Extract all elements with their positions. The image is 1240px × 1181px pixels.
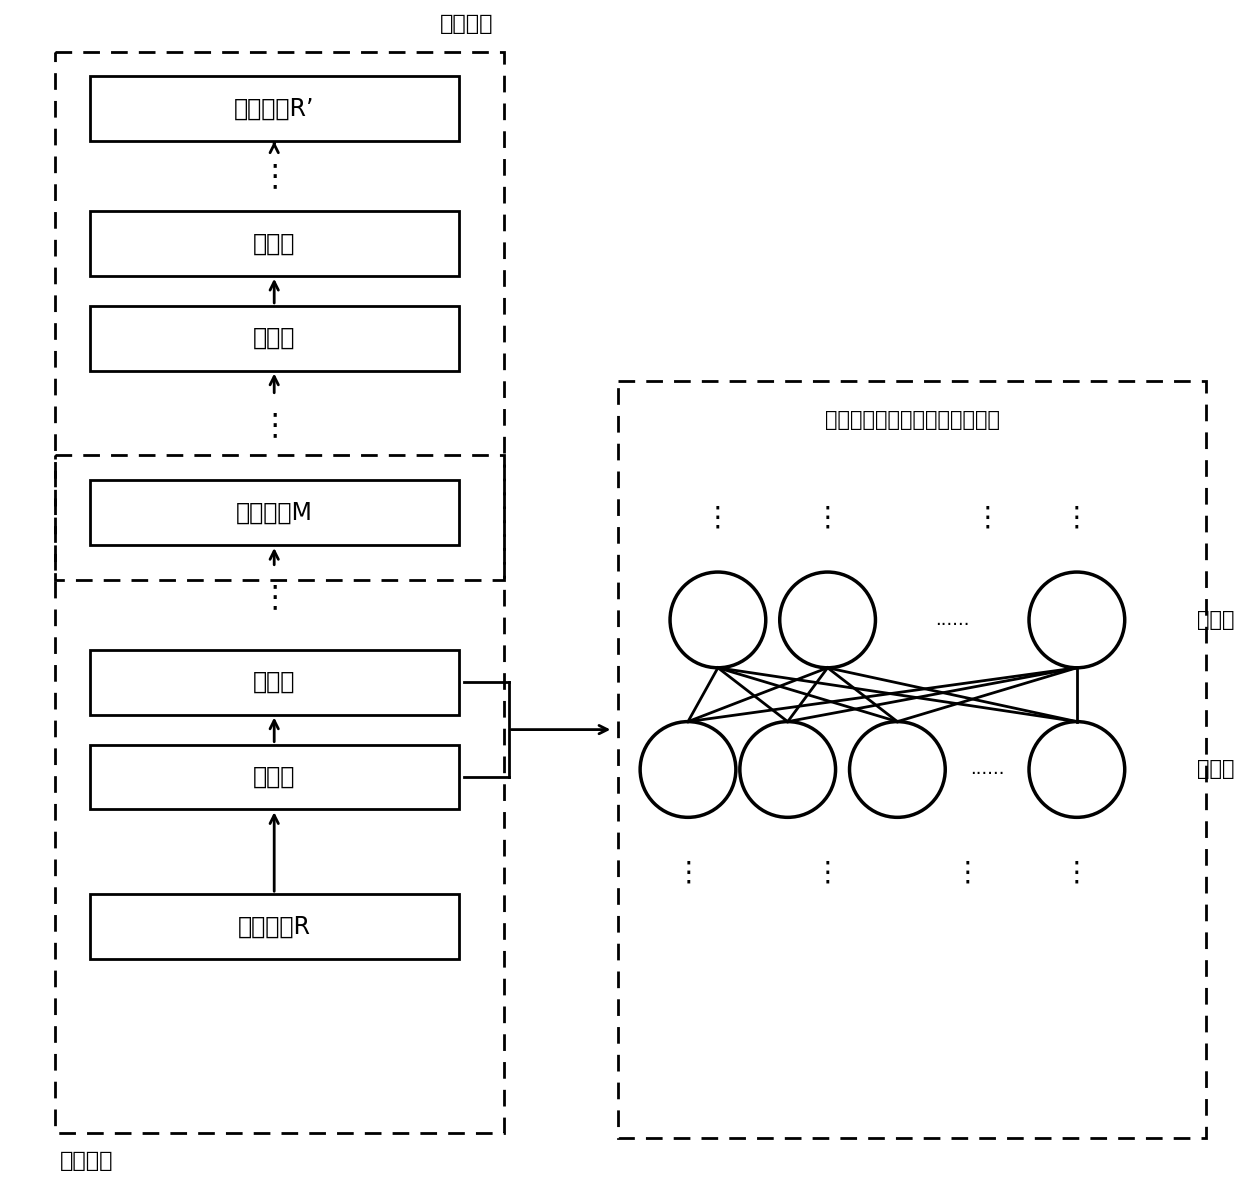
Text: 解码网络: 解码网络 bbox=[440, 14, 494, 33]
Text: 隐藏层: 隐藏层 bbox=[253, 765, 295, 789]
Text: ⋮: ⋮ bbox=[704, 503, 732, 531]
Text: ......: ...... bbox=[970, 761, 1004, 778]
Text: ⋮: ⋮ bbox=[954, 859, 981, 886]
Text: ⋮: ⋮ bbox=[1063, 859, 1091, 886]
Text: ⋮: ⋮ bbox=[973, 503, 1001, 531]
Text: ⋮: ⋮ bbox=[813, 859, 842, 886]
Text: ⋮: ⋮ bbox=[259, 583, 289, 612]
Text: 隐藏层: 隐藏层 bbox=[1197, 609, 1234, 629]
Text: ......: ...... bbox=[935, 611, 970, 629]
Text: 重构数据R’: 重构数据R’ bbox=[234, 97, 315, 120]
Text: 隐藏层: 隐藏层 bbox=[253, 326, 295, 351]
Bar bbox=[89, 211, 459, 276]
Circle shape bbox=[849, 722, 945, 817]
Bar bbox=[89, 481, 459, 546]
Text: 低维数据M: 低维数据M bbox=[236, 501, 312, 524]
Bar bbox=[89, 77, 459, 142]
Bar bbox=[89, 650, 459, 715]
Bar bbox=[89, 306, 459, 371]
Text: ⋮: ⋮ bbox=[259, 411, 289, 441]
Circle shape bbox=[1029, 722, 1125, 817]
Circle shape bbox=[670, 572, 766, 667]
Circle shape bbox=[740, 722, 836, 817]
Text: 隐藏层: 隐藏层 bbox=[1197, 759, 1234, 779]
Bar bbox=[55, 456, 503, 1134]
Circle shape bbox=[640, 722, 735, 817]
Bar bbox=[55, 52, 503, 580]
Text: 层与层之间采用全连接神经网络: 层与层之间采用全连接神经网络 bbox=[825, 411, 999, 431]
Bar bbox=[89, 744, 459, 809]
Bar bbox=[89, 894, 459, 959]
Circle shape bbox=[780, 572, 875, 667]
Text: ⋮: ⋮ bbox=[813, 503, 842, 531]
Text: ⋮: ⋮ bbox=[259, 162, 289, 190]
Text: 原始数据R: 原始数据R bbox=[238, 914, 311, 939]
Text: 隐藏层: 隐藏层 bbox=[253, 231, 295, 255]
Text: 编码网络: 编码网络 bbox=[60, 1151, 113, 1172]
Text: 隐藏层: 隐藏层 bbox=[253, 671, 295, 694]
Text: ⋮: ⋮ bbox=[675, 859, 702, 886]
Circle shape bbox=[1029, 572, 1125, 667]
Bar bbox=[619, 380, 1207, 1138]
Text: ⋮: ⋮ bbox=[1063, 503, 1091, 531]
